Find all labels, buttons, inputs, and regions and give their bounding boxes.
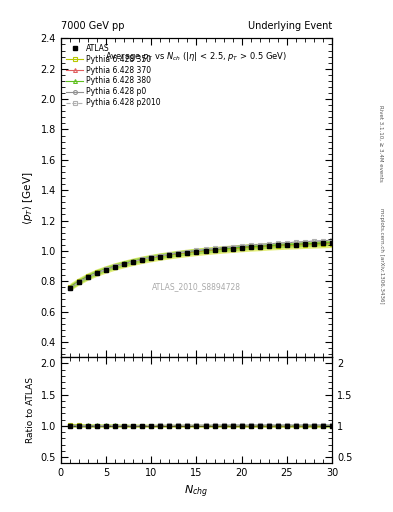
Y-axis label: Ratio to ATLAS: Ratio to ATLAS (26, 377, 35, 443)
Text: Rivet 3.1.10, ≥ 3.4M events: Rivet 3.1.10, ≥ 3.4M events (379, 105, 384, 182)
Text: ATLAS_2010_S8894728: ATLAS_2010_S8894728 (152, 283, 241, 291)
Y-axis label: $\langle p_T \rangle$ [GeV]: $\langle p_T \rangle$ [GeV] (21, 171, 35, 225)
Text: 7000 GeV pp: 7000 GeV pp (61, 20, 125, 31)
Text: Average $p_T$ vs $N_{ch}$ ($|\eta|$ < 2.5, $p_T$ > 0.5 GeV): Average $p_T$ vs $N_{ch}$ ($|\eta|$ < 2.… (105, 50, 288, 62)
Legend: ATLAS, Pythia 6.428 350, Pythia 6.428 370, Pythia 6.428 380, Pythia 6.428 p0, Py: ATLAS, Pythia 6.428 350, Pythia 6.428 37… (65, 42, 162, 109)
Text: Underlying Event: Underlying Event (248, 20, 332, 31)
Text: mcplots.cern.ch [arXiv:1306.3436]: mcplots.cern.ch [arXiv:1306.3436] (379, 208, 384, 304)
X-axis label: $N_{chg}$: $N_{chg}$ (184, 484, 209, 500)
